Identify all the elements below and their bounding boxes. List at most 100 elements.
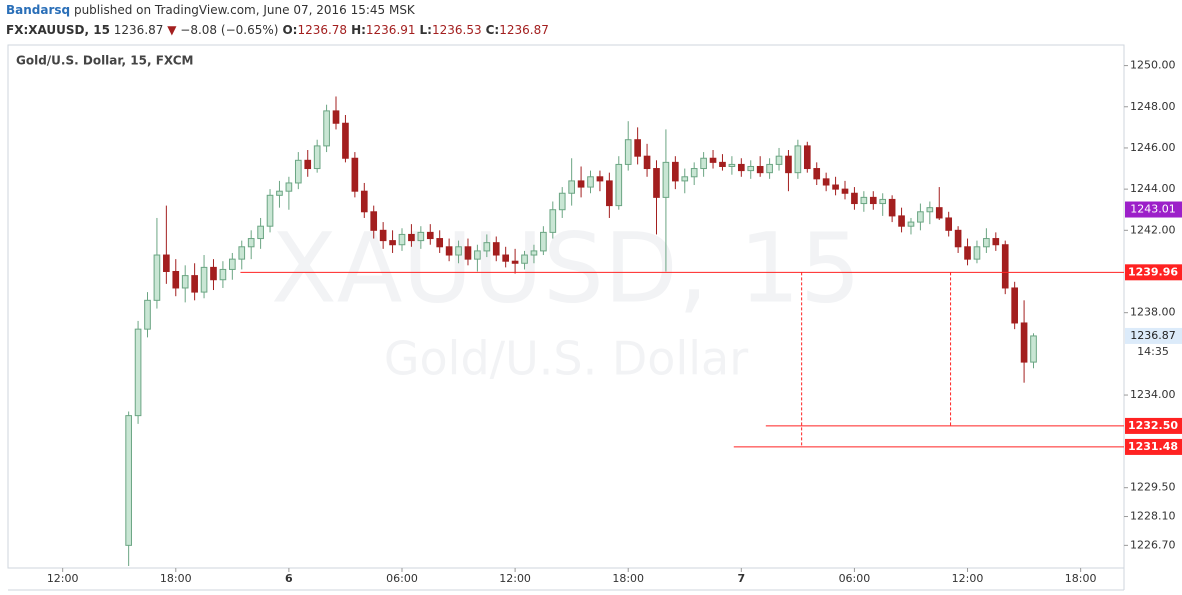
candle-body [540,231,547,252]
candle-body [690,168,698,178]
candle-body [464,246,472,260]
candle-body [832,184,839,190]
x-tick-label: 12:00 [499,572,531,585]
candle-body [492,242,500,256]
candle-body [634,139,641,157]
candle-body [935,207,943,219]
candle-body [653,168,660,198]
candle-body [1001,244,1009,289]
candle-body [954,229,962,248]
candle-body [964,246,971,260]
change: −8.08 (−0.65%) [180,23,279,37]
candle-body [869,196,877,205]
candle-body [408,233,415,242]
candle-body [323,110,330,147]
x-tick-label: 18:00 [1065,572,1097,585]
chart-title: Gold/U.S. Dollar, 15, FXCM [16,54,194,68]
candle-body [379,229,387,242]
candle-body [615,163,623,207]
candle-body [191,275,198,293]
candle-body [351,157,359,192]
candle-body [1030,335,1037,363]
candle-body [266,194,274,227]
price-tag [1125,327,1182,344]
candle-body [342,122,349,159]
candle-body [945,217,953,231]
price-tag-label: 1232.50 [1128,419,1178,432]
candle-body [596,176,604,182]
x-tick-label: 06:00 [839,572,871,585]
candle-body [294,159,302,184]
last: 1236.87 [113,23,164,37]
candle-body [257,225,264,240]
candle-body [700,157,707,170]
candle-body [766,163,773,174]
watermark-symbol: XAUUSD, 15 [271,212,861,324]
y-tick-label: 1244.00 [1130,182,1176,195]
ohlc-label: O: [282,23,298,37]
candle-body [785,155,792,174]
candle-body [247,238,255,248]
arrow: ▼ [167,23,177,37]
price-tag [1125,417,1182,434]
price-tag [1125,264,1182,281]
watermark-name: Gold/U.S. Dollar [384,332,748,386]
candle-body [558,192,566,211]
candle-body [144,299,151,330]
x-tick-label: 7 [737,572,745,585]
ohlc-value: 1236.87 [499,23,549,37]
candle-body [502,254,510,262]
quote-line: FX:XAUUSD, 15 1236.87 ▼ −8.08 (−0.65%) O:… [6,23,549,37]
x-tick-label: 18:00 [160,572,192,585]
candle-body [238,246,246,260]
candle-body [577,180,585,188]
candle-body [1011,287,1018,324]
ohlc-label: L: [419,23,432,37]
candle-body [794,145,802,174]
candle-body [153,254,161,301]
candle-body [313,145,321,170]
candle-body [719,161,726,167]
y-tick-label: 1248.00 [1130,100,1176,113]
candle-body [888,198,896,217]
x-tick-label: 18:00 [612,572,644,585]
author[interactable]: Bandarsq [6,3,71,17]
x-tick-label: 12:00 [952,572,984,585]
candle-body [229,258,236,270]
y-tick-label: 1238.00 [1130,306,1176,319]
y-tick-label: 1228.10 [1130,510,1176,523]
candle-body [1020,322,1028,363]
published: published on TradingView.com, June 07, 2… [73,3,415,17]
candle-body [737,163,745,172]
candle-body [398,233,406,246]
candle-body [813,168,821,180]
candle-body [304,159,312,170]
candle-body [285,182,293,192]
ohlc-value: 1236.53 [431,23,482,37]
candle-body [389,240,396,246]
candle-body [672,161,679,182]
y-tick-label: 1250.00 [1130,59,1176,72]
candle-body [276,190,283,196]
symbol: FX:XAUUSD, 15 [6,23,110,37]
y-tick-label: 1246.00 [1130,141,1176,154]
plot-frame [7,44,1125,569]
candle-body [879,198,887,205]
candle-body [662,161,670,198]
candle-body [163,254,170,272]
candle-body [455,246,462,256]
candle-body [219,268,227,281]
candle-body [992,238,1000,246]
candle-body [587,176,594,188]
candle-body [973,246,981,260]
candle-body [181,275,189,289]
candle-body [417,231,425,242]
ohlc-value: 1236.78 [297,23,348,37]
candle-body [568,180,575,194]
price-tag-label: 1239.96 [1128,265,1178,278]
price-tag-label: 1236.87 [1130,329,1176,342]
candle-body [549,209,557,233]
publish-line: Bandarsq published on TradingView.com, J… [6,3,415,17]
candle-body [681,176,689,182]
